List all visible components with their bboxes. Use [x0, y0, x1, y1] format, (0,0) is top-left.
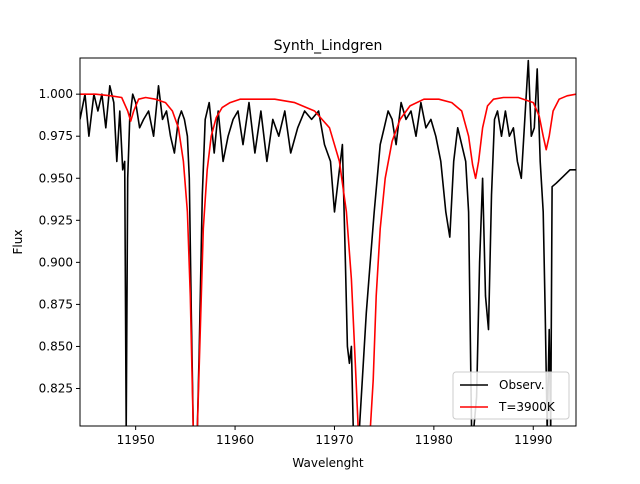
y-tick-label: 0.875 [39, 297, 73, 311]
y-tick-label: 0.925 [39, 213, 73, 227]
legend-label-model: T=3900K [498, 400, 556, 414]
x-tick-label: 11990 [514, 433, 552, 447]
legend-label-observ: Observ. [499, 378, 545, 392]
y-tick-label: 0.950 [39, 171, 73, 185]
x-axis-label: Wavelenght [292, 456, 363, 470]
x-tick-label: 11960 [216, 433, 254, 447]
y-axis-label: Flux [11, 230, 25, 255]
y-tick-label: 0.825 [39, 381, 73, 395]
x-tick-label: 11950 [117, 433, 155, 447]
chart-title: Synth_Lindgren [274, 38, 383, 54]
series-line-observ [80, 59, 576, 426]
x-tick-label: 11980 [415, 433, 453, 447]
series-layer [80, 59, 576, 426]
y-tick-label: 1.000 [39, 87, 73, 101]
x-tick-label: 11970 [315, 433, 353, 447]
legend: Observ. T=3900K [452, 371, 570, 420]
x-axis: 11950 11960 11970 11980 11990 [117, 426, 552, 447]
y-tick-label: 0.850 [39, 339, 73, 353]
y-tick-label: 0.900 [39, 255, 73, 269]
plot-frame [79, 57, 577, 427]
y-tick-label: 0.975 [39, 129, 73, 143]
y-axis: 0.825 0.850 0.875 0.900 0.925 0.950 0.975 1.000 [39, 87, 80, 395]
series-line-model [80, 93, 576, 426]
